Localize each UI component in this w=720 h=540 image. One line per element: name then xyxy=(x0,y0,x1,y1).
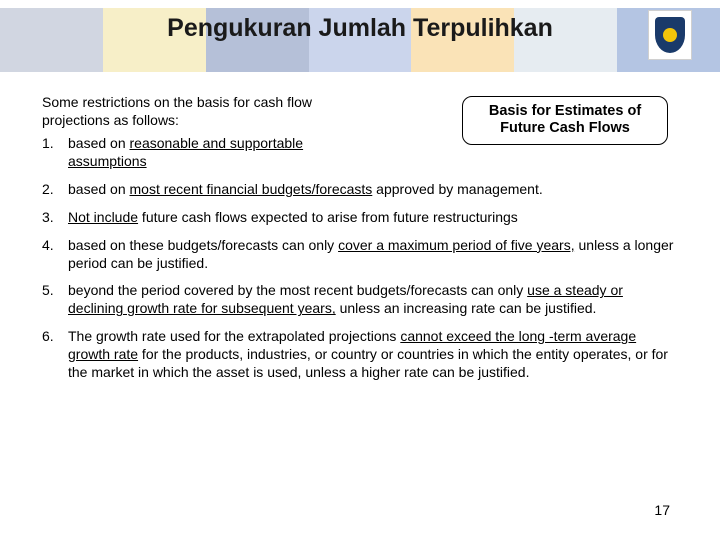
page-number: 17 xyxy=(654,502,670,518)
shield-accent-icon xyxy=(663,28,677,42)
point-2: based on most recent financial budgets/f… xyxy=(42,181,678,199)
shield-icon xyxy=(655,17,685,53)
point-3: Not include future cash flows expected t… xyxy=(42,209,678,227)
point-6-post: for the products, industries, or country… xyxy=(68,346,668,380)
intro-text: Some restrictions on the basis for cash … xyxy=(42,94,322,129)
point-5: beyond the period covered by the most re… xyxy=(42,282,678,318)
point-1: based on reasonable and supportable assu… xyxy=(42,135,362,171)
point-2-post: approved by management. xyxy=(372,181,542,197)
body-content: Some restrictions on the basis for cash … xyxy=(42,94,678,392)
point-4-pre: based on these budgets/forecasts can onl… xyxy=(68,237,338,253)
point-2-pre: based on xyxy=(68,181,130,197)
points-list: based on reasonable and supportable assu… xyxy=(42,135,678,382)
point-4-u: cover a maximum period of five years, xyxy=(338,237,575,253)
point-1-pre: based on xyxy=(68,135,130,151)
point-5-post: unless an increasing rate can be justifi… xyxy=(336,300,597,316)
point-5-pre: beyond the period covered by the most re… xyxy=(68,282,527,298)
slide-title: Pengukuran Jumlah Terpulihkan xyxy=(0,14,720,43)
point-2-u: most recent financial budgets/forecasts xyxy=(130,181,373,197)
slide: Pengukuran Jumlah Terpulihkan Basis for … xyxy=(0,0,720,540)
point-6: The growth rate used for the extrapolate… xyxy=(42,328,678,382)
point-4: based on these budgets/forecasts can onl… xyxy=(42,237,678,273)
point-3-post: future cash flows expected to arise from… xyxy=(138,209,518,225)
logo-container xyxy=(648,10,692,60)
point-3-u: Not include xyxy=(68,209,138,225)
point-6-pre: The growth rate used for the extrapolate… xyxy=(68,328,400,344)
